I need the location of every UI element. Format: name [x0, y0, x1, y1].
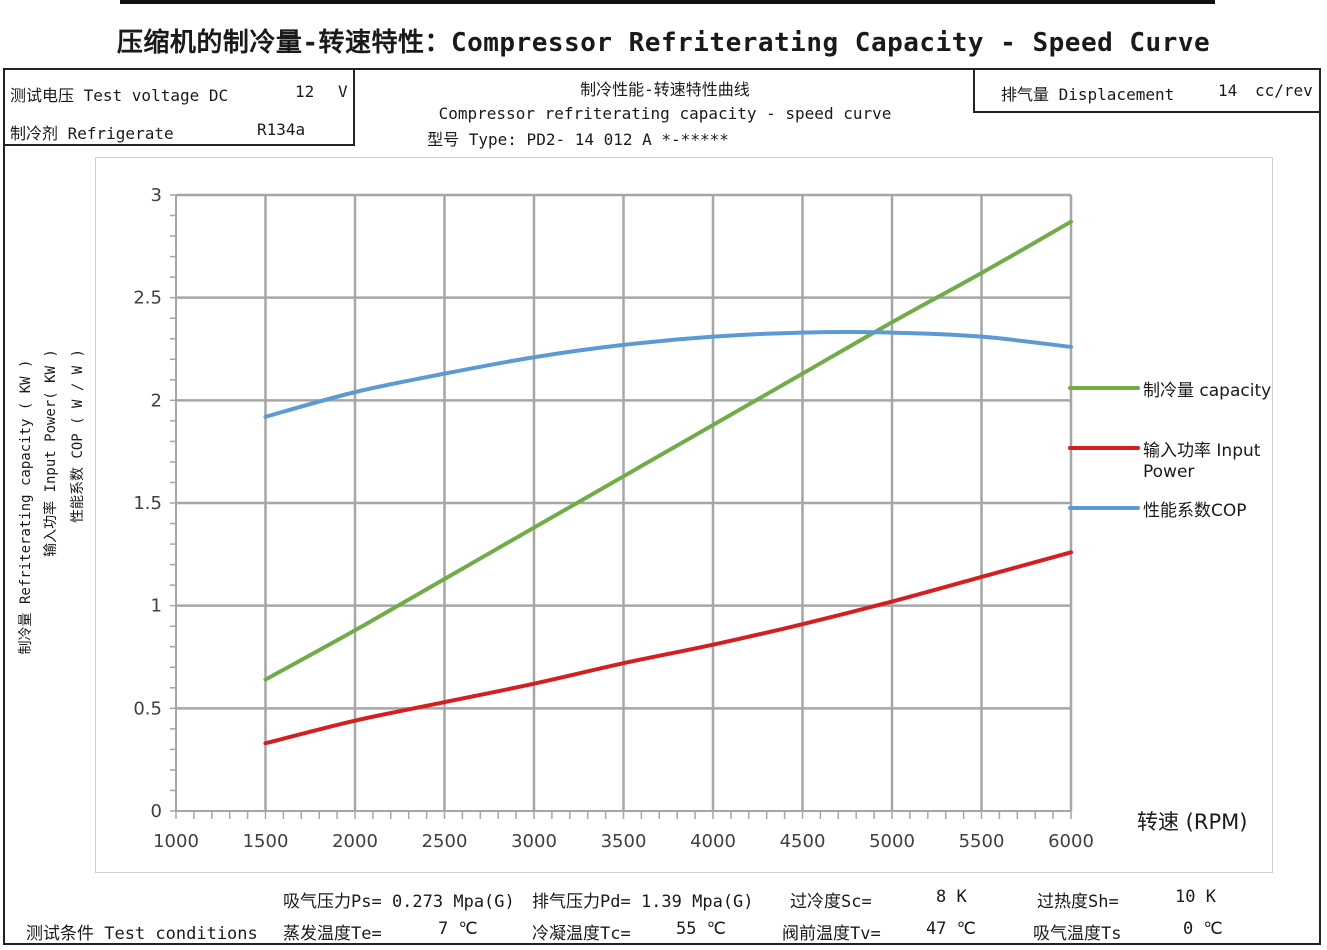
x-tick-label: 2000: [332, 831, 378, 852]
x-tick-label: 4000: [690, 831, 736, 852]
subcooling-label: 过冷度Sc=: [790, 892, 872, 912]
valve-temp-value: 47 ℃: [926, 919, 976, 939]
suction-temp-label: 吸气温度Ts: [1033, 924, 1122, 944]
y-tick-label: 1.5: [133, 493, 162, 514]
suction-temp-value: 0 ℃: [1183, 919, 1223, 939]
valve-temp-label: 阀前温度Tv=: [782, 924, 881, 944]
legend-input-power-label-2: Power: [1143, 462, 1195, 482]
voltage-label: 测试电压 Test voltage DC: [10, 86, 229, 105]
evaporating-temp-value: 7 ℃: [438, 919, 478, 939]
plot-area-border: [95, 157, 1273, 873]
legend-cop-label: 性能系数COP: [1143, 501, 1247, 521]
y-tick-label: 2.5: [133, 288, 162, 309]
refrigerant-value: R134a: [257, 120, 306, 139]
legend-capacity-label: 制冷量 capacity: [1143, 381, 1272, 401]
y-tick-label: 2: [151, 390, 162, 411]
x-tick-label: 4500: [780, 831, 826, 852]
displacement-unit: cc/rev: [1255, 81, 1313, 100]
legend-capacity-line: [1068, 386, 1140, 390]
series-line-capacity: [263, 219, 1073, 682]
x-tick-label: 2500: [422, 831, 468, 852]
chart-frame: [3, 68, 1321, 945]
displacement-box: 排气量 Displacement 14 cc/rev: [973, 68, 1321, 113]
y-tick-label: 0.5: [133, 698, 162, 719]
x-tick-label: 6000: [1048, 831, 1094, 852]
condensing-temp-value: 55 ℃: [676, 919, 726, 939]
legend-cop-line: [1068, 506, 1140, 510]
chart-subtitle-en: Compressor refriterating capacity - spee…: [438, 104, 892, 123]
x-tick-label: 1500: [243, 831, 289, 852]
voltage-value: 12: [295, 82, 315, 101]
top-rule: [120, 0, 1215, 4]
series-line-cop: [263, 330, 1073, 419]
legend-input-power-label: 输入功率 Input: [1143, 441, 1261, 461]
suction-pressure: 吸气压力Ps= 0.273 Mpa(G): [283, 892, 515, 912]
displacement-value: 14: [1218, 81, 1238, 100]
x-tick-label: 5000: [869, 831, 915, 852]
x-tick-label: 3500: [601, 831, 647, 852]
y-tick-label: 3: [151, 185, 162, 206]
superheat-value: 10 K: [1175, 887, 1216, 907]
legend-input-power-line: [1068, 446, 1140, 450]
refrigerant-label: 制冷剂 Refrigerate: [10, 124, 174, 143]
y-tick-label: 0: [151, 801, 162, 822]
voltage-unit: V: [338, 82, 348, 101]
series-line-input-power: [263, 550, 1073, 746]
x-axis-title: 转速 (RPM): [1137, 810, 1248, 834]
x-tick-label: 3000: [511, 831, 557, 852]
evaporating-temp-label: 蒸发温度Te=: [283, 924, 382, 944]
subcooling-value: 8 K: [936, 887, 967, 907]
y-tick-label: 1: [151, 596, 162, 617]
conditions-label: 测试条件 Test conditions: [26, 924, 258, 944]
test-info-box: 测试电压 Test voltage DC 12 V 制冷剂 Refrigerat…: [3, 68, 355, 146]
superheat-label: 过热度Sh=: [1037, 892, 1119, 912]
displacement-label: 排气量 Displacement: [1001, 85, 1175, 104]
x-tick-label: 5500: [959, 831, 1005, 852]
condensing-temp-label: 冷凝温度Tc=: [532, 924, 631, 944]
x-tick-label: 1000: [153, 831, 199, 852]
page-title: 压缩机的制冷量-转速特性：Compressor Refriterating Ca…: [116, 28, 1211, 58]
discharge-pressure: 排气压力Pd= 1.39 Mpa(G): [532, 892, 754, 912]
model-type: 型号 Type: PD2- 14 012 A *-*****: [427, 130, 729, 149]
chart-subtitle-cn: 制冷性能-转速特性曲线: [580, 80, 750, 99]
